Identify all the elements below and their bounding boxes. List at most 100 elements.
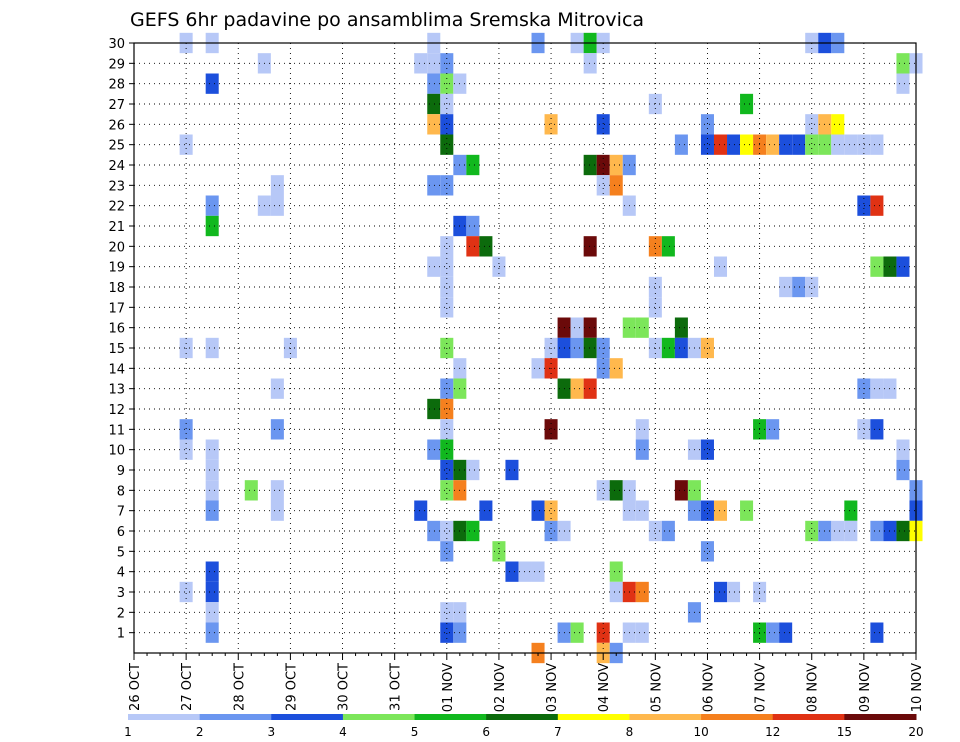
heatmap-cell [205,73,219,94]
heatmap-cell [440,236,454,257]
heatmap-cell [609,581,623,603]
heatmap-cell [440,459,454,481]
heatmap-cell [713,500,728,521]
heatmap-cells [179,32,923,664]
heatmap-cell [831,134,845,155]
heatmap-cell [283,337,297,359]
x-tick-label: 31 OCT [389,663,404,711]
heatmap-cell [700,500,714,521]
heatmap-cell [270,378,284,399]
heatmap-cell [440,541,454,562]
y-tick-label: 3 [117,586,125,601]
heatmap-cell [609,561,623,582]
x-tick-label: 28 OCT [232,663,247,711]
y-tick-label: 1 [117,627,125,642]
heatmap-cell [792,134,806,155]
heatmap-cell [205,459,219,481]
heatmap-cell [570,337,584,359]
heatmap-cell [583,378,597,399]
heatmap-cell [844,134,858,155]
heatmap-cell [544,520,558,542]
y-tick-label: 2 [117,606,125,621]
heatmap-cell [740,93,754,115]
y-tick-label: 15 [108,342,125,357]
heatmap-cell [740,134,754,155]
heatmap-cell [583,317,597,338]
x-tick-label: 29 OCT [284,663,299,711]
heatmap-cell [896,256,910,277]
x-tick-label: 07 NOV [754,663,769,712]
heatmap-cell [609,154,623,176]
heatmap-cell [270,500,284,521]
heatmap-cell [427,114,441,135]
colorbar-swatch [414,714,487,720]
y-tick-label: 7 [117,505,125,520]
heatmap-cell [205,215,219,237]
heatmap-cell [896,53,910,74]
grid-lines [134,42,916,653]
heatmap-cell [740,500,754,521]
heatmap-cell [896,73,910,94]
heatmap-cell [427,73,441,94]
x-tick-label: 03 NOV [545,663,560,712]
heatmap-cell [244,480,258,501]
heatmap-cell [700,114,714,135]
heatmap-cell [596,480,610,501]
heatmap-cell [205,480,219,501]
x-tick-label: 01 NOV [441,663,456,712]
heatmap-cell [179,337,193,359]
heatmap-cell [674,134,688,155]
y-tick-label: 22 [108,200,125,215]
colorbar-swatch [772,714,845,720]
heatmap-cell [427,439,441,460]
heatmap-cell [205,195,219,216]
heatmap-cell [440,256,454,277]
y-tick-label: 24 [108,159,125,174]
colorbar-swatch [701,714,774,720]
heatmap-cell [713,256,728,277]
y-tick-label: 13 [108,383,125,398]
heatmap-cell [427,175,441,196]
y-tick-label: 10 [108,444,125,459]
x-tick-label: 04 NOV [597,663,612,712]
heatmap-cell [844,500,858,521]
heatmap-cell [700,134,714,155]
heatmap-cell [531,358,545,379]
y-tick-label: 9 [117,464,125,479]
colorbar-swatch [629,714,702,720]
colorbar-label: 1 [124,725,132,739]
y-tick-label: 6 [117,525,125,540]
heatmap-cell [805,520,819,542]
heatmap-cell [661,520,675,542]
heatmap-cell [427,398,441,420]
colorbar: 1 2 3 4 5 6 7 8 10 12 15 20 [124,714,924,739]
heatmap-cell [857,134,871,155]
colorbar-label: 2 [196,725,204,739]
heatmap-cell [870,419,884,440]
colorbar-swatch [128,714,201,720]
heatmap-cell [440,175,454,196]
heatmap-cell [583,236,597,257]
heatmap-cell [779,276,793,298]
heatmap-cell [792,276,806,298]
heatmap-cell [596,114,610,135]
heatmap-cell [505,561,519,582]
heatmap-cell [727,134,741,155]
heatmap-cell [544,500,558,521]
heatmap-cell [427,53,441,74]
heatmap-cell [844,520,858,542]
heatmap-cell [179,134,193,155]
heatmap-cell [805,114,819,135]
heatmap-cell [440,337,454,359]
y-tick-label: 11 [108,423,125,438]
heatmap-cell [700,541,714,562]
y-tick-label: 29 [108,57,125,72]
y-tick-label: 21 [108,220,125,235]
heatmap-cell [713,134,728,155]
x-tick-label: 02 NOV [493,663,508,712]
colorbar-label: 15 [837,725,852,739]
heatmap-cell [648,520,662,542]
heatmap-cell [466,154,480,176]
heatmap-cell [427,520,441,542]
